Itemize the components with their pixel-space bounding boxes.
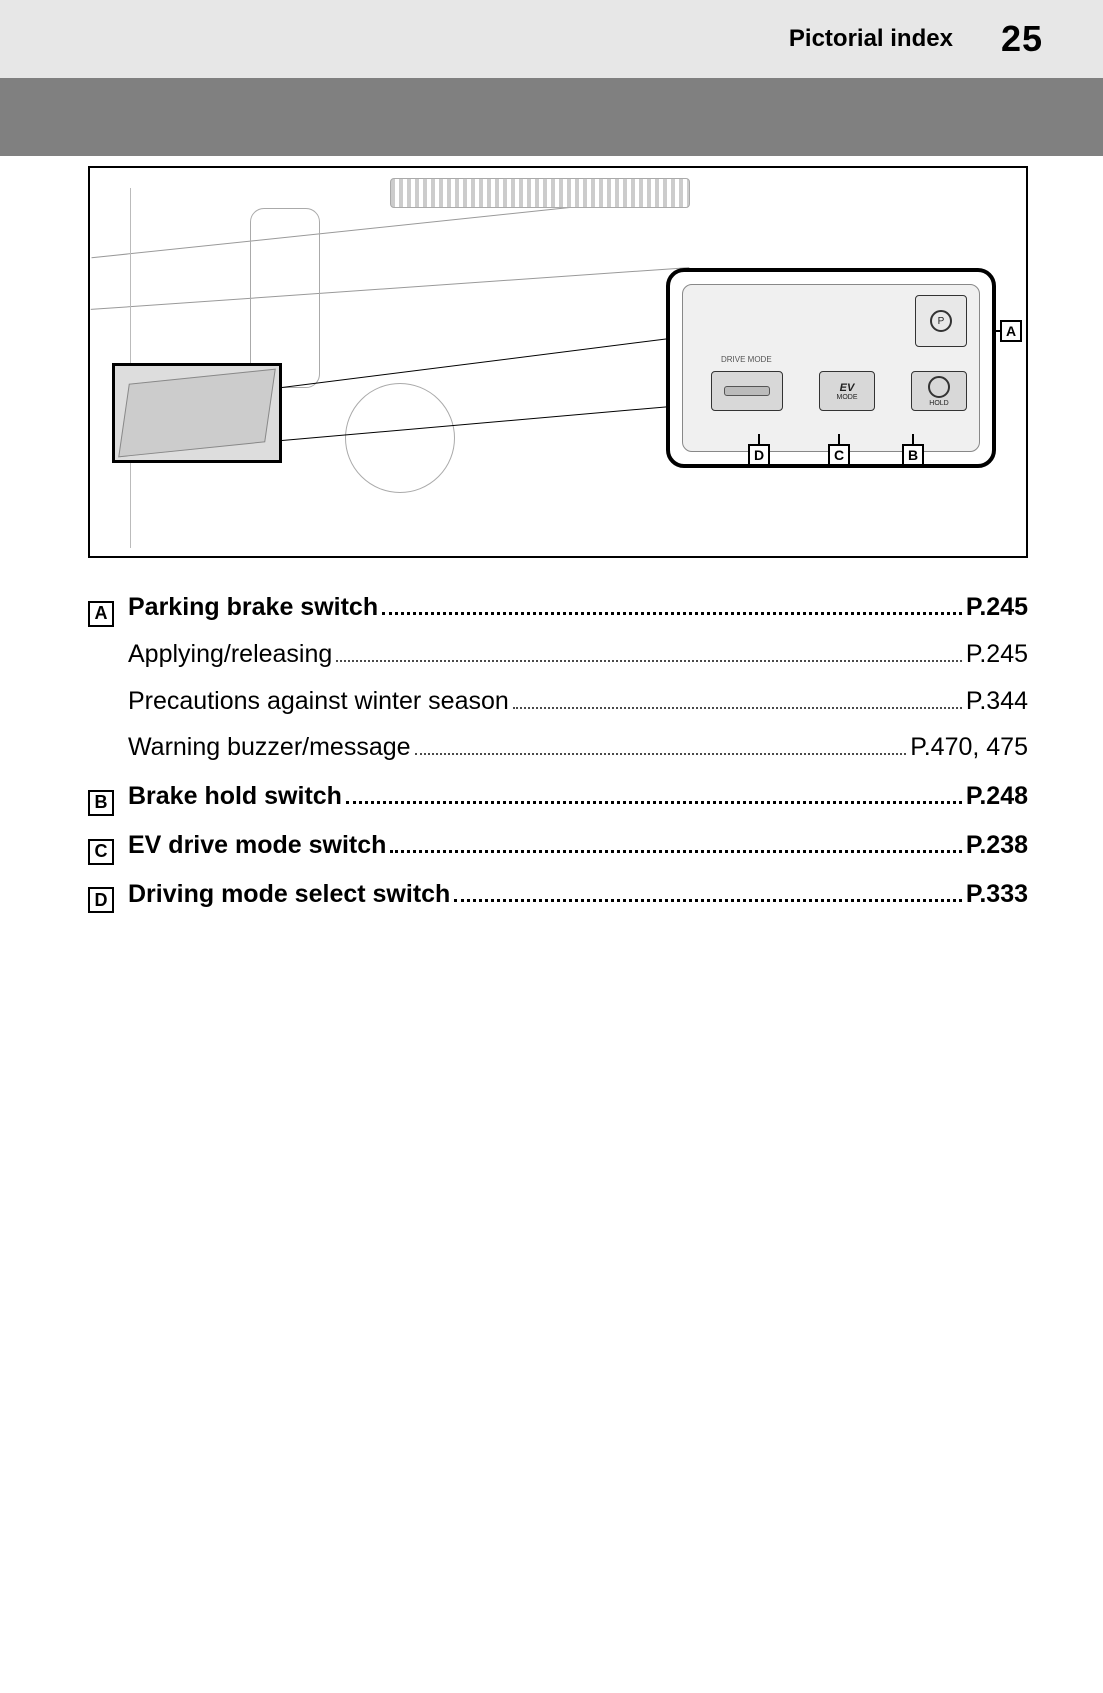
leader-dots — [336, 650, 962, 662]
page-number: 25 — [1001, 18, 1043, 60]
entry-page: P.248 — [966, 777, 1028, 816]
drive-mode-label: DRIVE MODE — [721, 355, 772, 364]
leader-dots — [346, 792, 962, 804]
diagram-figure: DRIVE MODE P EV MODE — [88, 166, 1028, 558]
sketch-cupholder — [345, 383, 455, 493]
entry-marker: D — [88, 887, 114, 913]
index-entry: A Parking brake switch P.245 — [88, 588, 1028, 627]
subentry-label: Applying/releasing — [128, 635, 332, 674]
subentry-page: P.470, 475 — [910, 728, 1028, 767]
rocker-icon — [724, 386, 770, 396]
sketch-shifter — [250, 208, 320, 388]
leader-dots — [390, 841, 961, 853]
ev-mode-button-icon: EV MODE — [819, 371, 875, 411]
section-title: Pictorial index — [789, 25, 953, 53]
entry-label: EV drive mode switch — [128, 826, 386, 865]
index-subentry: Applying/releasing P.245 — [88, 635, 1028, 674]
callout-panel: DRIVE MODE P EV MODE — [666, 268, 996, 468]
index-subentry: Precautions against winter season P.344 — [88, 682, 1028, 721]
entry-label: Driving mode select switch — [128, 875, 450, 914]
callout-inner: DRIVE MODE P EV MODE — [682, 284, 980, 452]
sketch-vent — [390, 178, 690, 208]
p-symbol-icon: P — [930, 310, 952, 332]
entry-page: P.245 — [966, 588, 1028, 627]
callout-row-bottom: EV MODE HOLD — [711, 371, 967, 411]
subentry-page: P.245 — [966, 635, 1028, 674]
leader-dots — [513, 697, 962, 709]
manual-page: Pictorial index 25 DRIVE MODE — [0, 0, 1103, 913]
thumbnail-inset — [112, 363, 282, 463]
entry-page: P.333 — [966, 875, 1028, 914]
index-entry: B Brake hold switch P.248 — [88, 777, 1028, 816]
leader-line — [282, 338, 671, 388]
tick-a — [992, 330, 1000, 332]
drive-mode-switch-icon — [711, 371, 783, 411]
header-band — [0, 78, 1103, 156]
entry-marker: C — [88, 839, 114, 865]
tick-c — [838, 434, 840, 444]
ev-sublabel: MODE — [837, 394, 858, 401]
parking-brake-button-icon: P — [915, 295, 967, 347]
entry-marker: A — [88, 601, 114, 627]
figure-marker-a: A — [1000, 320, 1022, 342]
callout-row-top: P — [915, 295, 967, 347]
figure-marker-d: D — [748, 444, 770, 466]
leader-dots — [415, 744, 907, 756]
index-entry: D Driving mode select switch P.333 — [88, 875, 1028, 914]
figure-marker-b: B — [902, 444, 924, 466]
subentry-label: Precautions against winter season — [128, 682, 509, 721]
leader-dots — [382, 603, 962, 615]
leader-dots — [454, 890, 962, 902]
page-header: Pictorial index 25 — [0, 0, 1103, 78]
figure-marker-c: C — [828, 444, 850, 466]
entry-marker: B — [88, 790, 114, 816]
thumbnail-panel — [118, 369, 276, 458]
page-content: DRIVE MODE P EV MODE — [0, 156, 1103, 913]
tick-b — [912, 434, 914, 444]
hold-button-icon: HOLD — [911, 371, 967, 411]
ev-label: EV — [840, 382, 855, 394]
p-symbol-text: P — [938, 316, 945, 327]
index-subentry: Warning buzzer/message P.470, 475 — [88, 728, 1028, 767]
sketch-stroke — [91, 267, 690, 310]
index-list: A Parking brake switch P.245 Applying/re… — [88, 588, 1028, 913]
tick-d — [758, 434, 760, 444]
leader-line — [282, 406, 676, 441]
entry-label: Parking brake switch — [128, 588, 378, 627]
entry-page: P.238 — [966, 826, 1028, 865]
index-entry: C EV drive mode switch P.238 — [88, 826, 1028, 865]
hold-label: HOLD — [929, 400, 948, 407]
hold-circle-icon — [928, 376, 950, 398]
subentry-label: Warning buzzer/message — [128, 728, 411, 767]
entry-label: Brake hold switch — [128, 777, 342, 816]
subentry-page: P.344 — [966, 682, 1028, 721]
